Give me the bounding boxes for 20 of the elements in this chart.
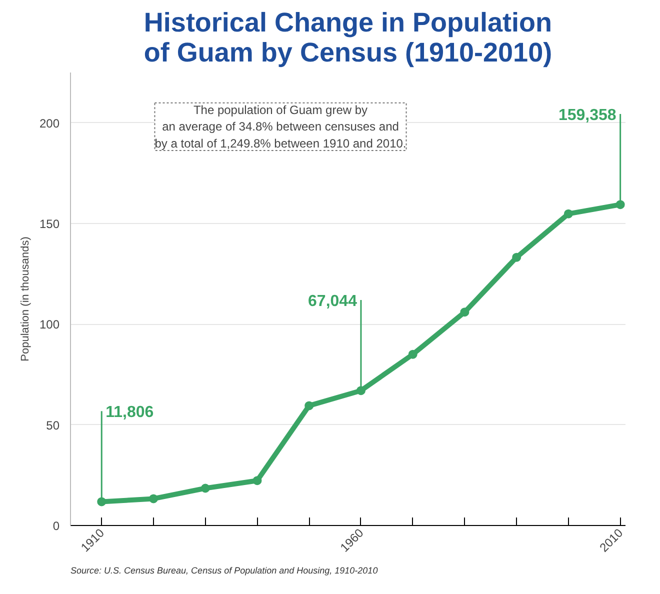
chart-title: Historical Change in Population of Guam by Census (1910-2010) (144, 8, 552, 68)
y-tick-label: 200 (39, 116, 60, 130)
point (304, 401, 314, 410)
y-axis-title: Population (in thousands) (19, 236, 32, 362)
point (148, 494, 158, 504)
y-tick-label: 150 (39, 217, 60, 231)
point (200, 484, 210, 493)
annotation: 159,358 (558, 106, 616, 124)
source-note: Source: U.S. Census Bureau, Census of Population and Housing, 1910-2010 (70, 566, 378, 576)
y-tick-label: 100 (39, 318, 60, 332)
point (512, 252, 522, 262)
annotation: 11,806 (106, 404, 154, 422)
annotation: 67,044 (308, 293, 358, 310)
y-tick-label: 0 (52, 519, 60, 533)
point (564, 209, 573, 218)
y-tick-label: 50 (46, 418, 60, 432)
point (460, 308, 470, 317)
point (408, 350, 418, 359)
point (252, 476, 262, 486)
annotation: The population of Guam grew by an average of 34.8% between censuses and by a total of 1,249.8% between 1910 and 2010. (154, 102, 406, 150)
